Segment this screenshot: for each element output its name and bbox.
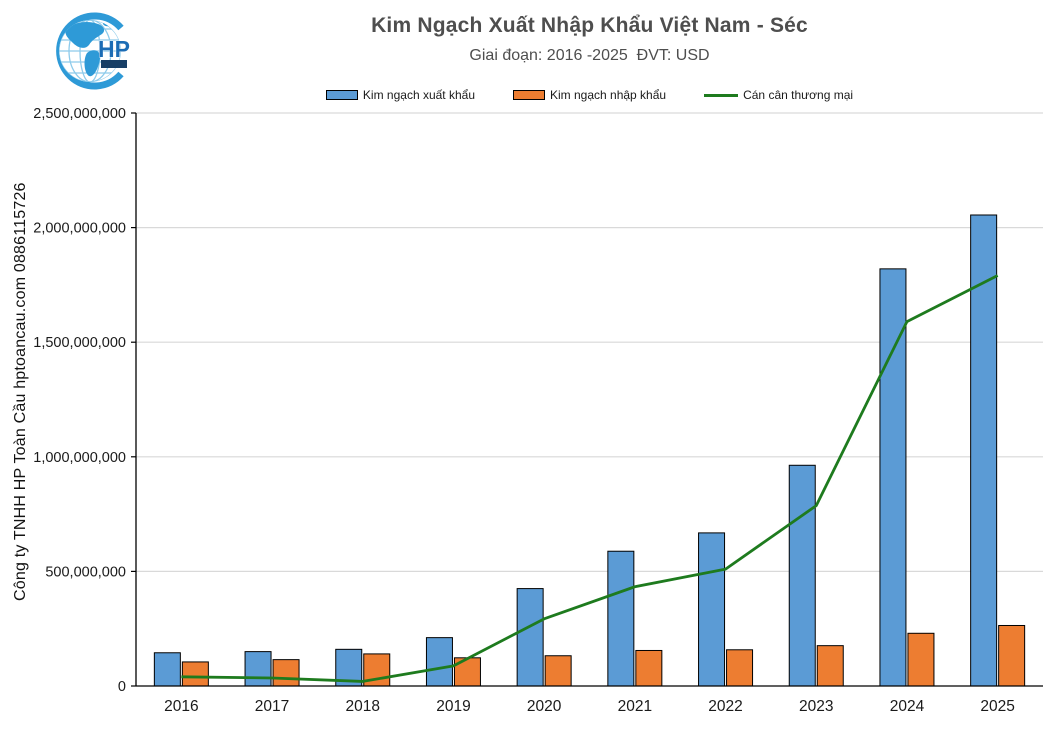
import-bar-2016 [181, 661, 209, 687]
legend-item-balance: Cán cân thương mại [704, 88, 853, 102]
x-axis-label-2017: 2017 [255, 698, 289, 715]
import-bar-2022 [726, 649, 754, 687]
x-axis-label-2025: 2025 [980, 698, 1014, 715]
import-bar-2017 [272, 659, 300, 687]
x-axis-label-2019: 2019 [436, 698, 470, 715]
y-tick-label: 1,000,000,000 [33, 450, 126, 466]
legend-item-import: Kim ngạch nhập khẩu [513, 88, 666, 102]
y-tick-label: 500,000,000 [45, 564, 126, 580]
export-bar-2021 [607, 550, 635, 687]
chart-subtitle: Giai đoạn: 2016 -2025 ĐVT: USD [469, 47, 710, 64]
import-bar-2021 [635, 649, 663, 687]
export-bar-2022 [698, 532, 726, 687]
legend-item-export: Kim ngạch xuất khẩu [325, 88, 475, 102]
y-tick-label: 2,500,000,000 [33, 106, 126, 122]
x-axis-label-2021: 2021 [618, 698, 652, 715]
chart-title: Kim Ngạch Xuất Nhập Khẩu Việt Nam - Séc [371, 14, 808, 37]
legend-label-export: Kim ngạch xuất khẩu [362, 88, 475, 102]
x-axis-label-2016: 2016 [164, 698, 198, 715]
export-swatch-icon [325, 90, 358, 100]
x-axis-label-2020: 2020 [527, 698, 562, 715]
legend-label-balance: Cán cân thương mại [743, 88, 854, 102]
x-axis-label-2024: 2024 [890, 698, 925, 715]
import-swatch-icon [513, 90, 545, 100]
import-bar-2025 [998, 624, 1026, 687]
balance-line-swatch-icon [704, 93, 739, 97]
chart-legend: Kim ngạch xuất khẩu Kim ngạch nhập khẩu … [136, 88, 1043, 102]
export-bar-2016 [153, 652, 181, 687]
y-tick-label: 1,500,000,000 [33, 335, 126, 351]
logo-hp-text: HP [98, 36, 130, 62]
x-axis-label-2023: 2023 [799, 698, 833, 715]
x-axis-label-2022: 2022 [708, 698, 742, 715]
logo-g-crossbar [101, 60, 127, 68]
export-bar-2025 [970, 214, 998, 687]
y-tick-label: 2,000,000,000 [33, 221, 126, 237]
import-bar-2023 [816, 645, 844, 687]
export-bar-2020 [516, 588, 544, 687]
y-tick-label: 0 [118, 679, 126, 695]
x-axis-label-2018: 2018 [346, 698, 380, 715]
globe-hp-logo-graphic: HP [56, 12, 130, 90]
legend-label-import: Kim ngạch nhập khẩu [550, 88, 667, 102]
trade-balance-line [181, 274, 999, 683]
export-bar-2019 [425, 637, 453, 687]
chart-header: Kim Ngạch Xuất Nhập Khẩu Việt Nam - Séc … [136, 14, 1043, 65]
export-bar-2017 [244, 651, 272, 687]
import-bar-2020 [544, 655, 572, 687]
export-bar-2023 [788, 464, 816, 687]
import-bar-2024 [907, 632, 935, 687]
company-logo: HP [52, 4, 136, 96]
